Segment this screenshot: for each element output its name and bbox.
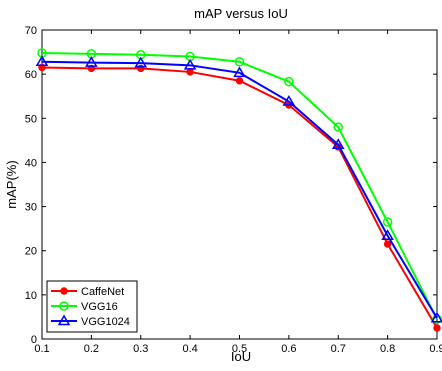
y-tick-label: 0 bbox=[31, 334, 37, 346]
x-tick-label: 0.1 bbox=[34, 343, 49, 355]
data-point bbox=[331, 138, 345, 150]
x-tick-label: 0.6 bbox=[281, 343, 296, 355]
data-point bbox=[183, 58, 197, 70]
data-point bbox=[134, 56, 148, 68]
data-point bbox=[186, 68, 194, 76]
legend-item: CaffeNet bbox=[51, 286, 124, 298]
y-tick-label: 10 bbox=[25, 290, 37, 302]
x-tick-label: 0.7 bbox=[331, 343, 346, 355]
data-point bbox=[430, 311, 442, 323]
data-point bbox=[60, 287, 68, 295]
legend-item: VGG16 bbox=[51, 301, 118, 313]
data-point bbox=[234, 57, 245, 67]
y-tick-label: 50 bbox=[25, 113, 37, 125]
data-point bbox=[85, 56, 98, 67]
legend-label: VGG16 bbox=[81, 301, 118, 313]
x-tick-label: 0.4 bbox=[182, 343, 197, 355]
x-tick-label: 0.9 bbox=[429, 343, 442, 355]
data-point bbox=[284, 76, 294, 87]
data-point bbox=[233, 66, 246, 78]
series-layer bbox=[35, 48, 442, 332]
series-line bbox=[41, 60, 438, 319]
legend-label: VGG1024 bbox=[81, 316, 130, 328]
legend-item: VGG1024 bbox=[51, 314, 130, 328]
x-tick-label: 0.8 bbox=[380, 343, 395, 355]
x-tick-label: 0.5 bbox=[232, 343, 247, 355]
data-point bbox=[383, 240, 392, 248]
legend: CaffeNet VGG16 VGG1024 bbox=[46, 280, 138, 333]
legend-label: CaffeNet bbox=[81, 286, 124, 298]
data-point bbox=[57, 314, 71, 326]
data-point bbox=[235, 77, 244, 85]
data-point bbox=[381, 229, 394, 240]
data-point bbox=[333, 122, 343, 132]
axis-ticks: 0.1 0.2 0.3 0.4 0.5 0.6 0.7 0.8 0.9 0 10 20 30 40 50 60… bbox=[25, 25, 442, 355]
y-tick-label: 30 bbox=[25, 202, 37, 214]
y-tick-label: 40 bbox=[25, 157, 37, 169]
x-tick-label: 0.3 bbox=[133, 343, 148, 355]
y-tick-label: 60 bbox=[25, 69, 37, 81]
series-vgg1024 bbox=[35, 55, 442, 323]
data-point bbox=[433, 324, 441, 332]
data-point bbox=[59, 301, 69, 311]
chart-title: mAP versus IoU bbox=[194, 6, 288, 21]
y-tick-label: 70 bbox=[25, 25, 37, 37]
y-tick-label: 20 bbox=[25, 246, 37, 258]
series-line bbox=[41, 51, 438, 320]
x-axis-label: IoU bbox=[231, 349, 251, 364]
data-point bbox=[282, 95, 296, 106]
data-point bbox=[35, 55, 49, 67]
y-axis-label: mAP(%) bbox=[4, 160, 19, 208]
x-tick-label: 0.2 bbox=[84, 343, 99, 355]
data-point bbox=[382, 217, 393, 227]
